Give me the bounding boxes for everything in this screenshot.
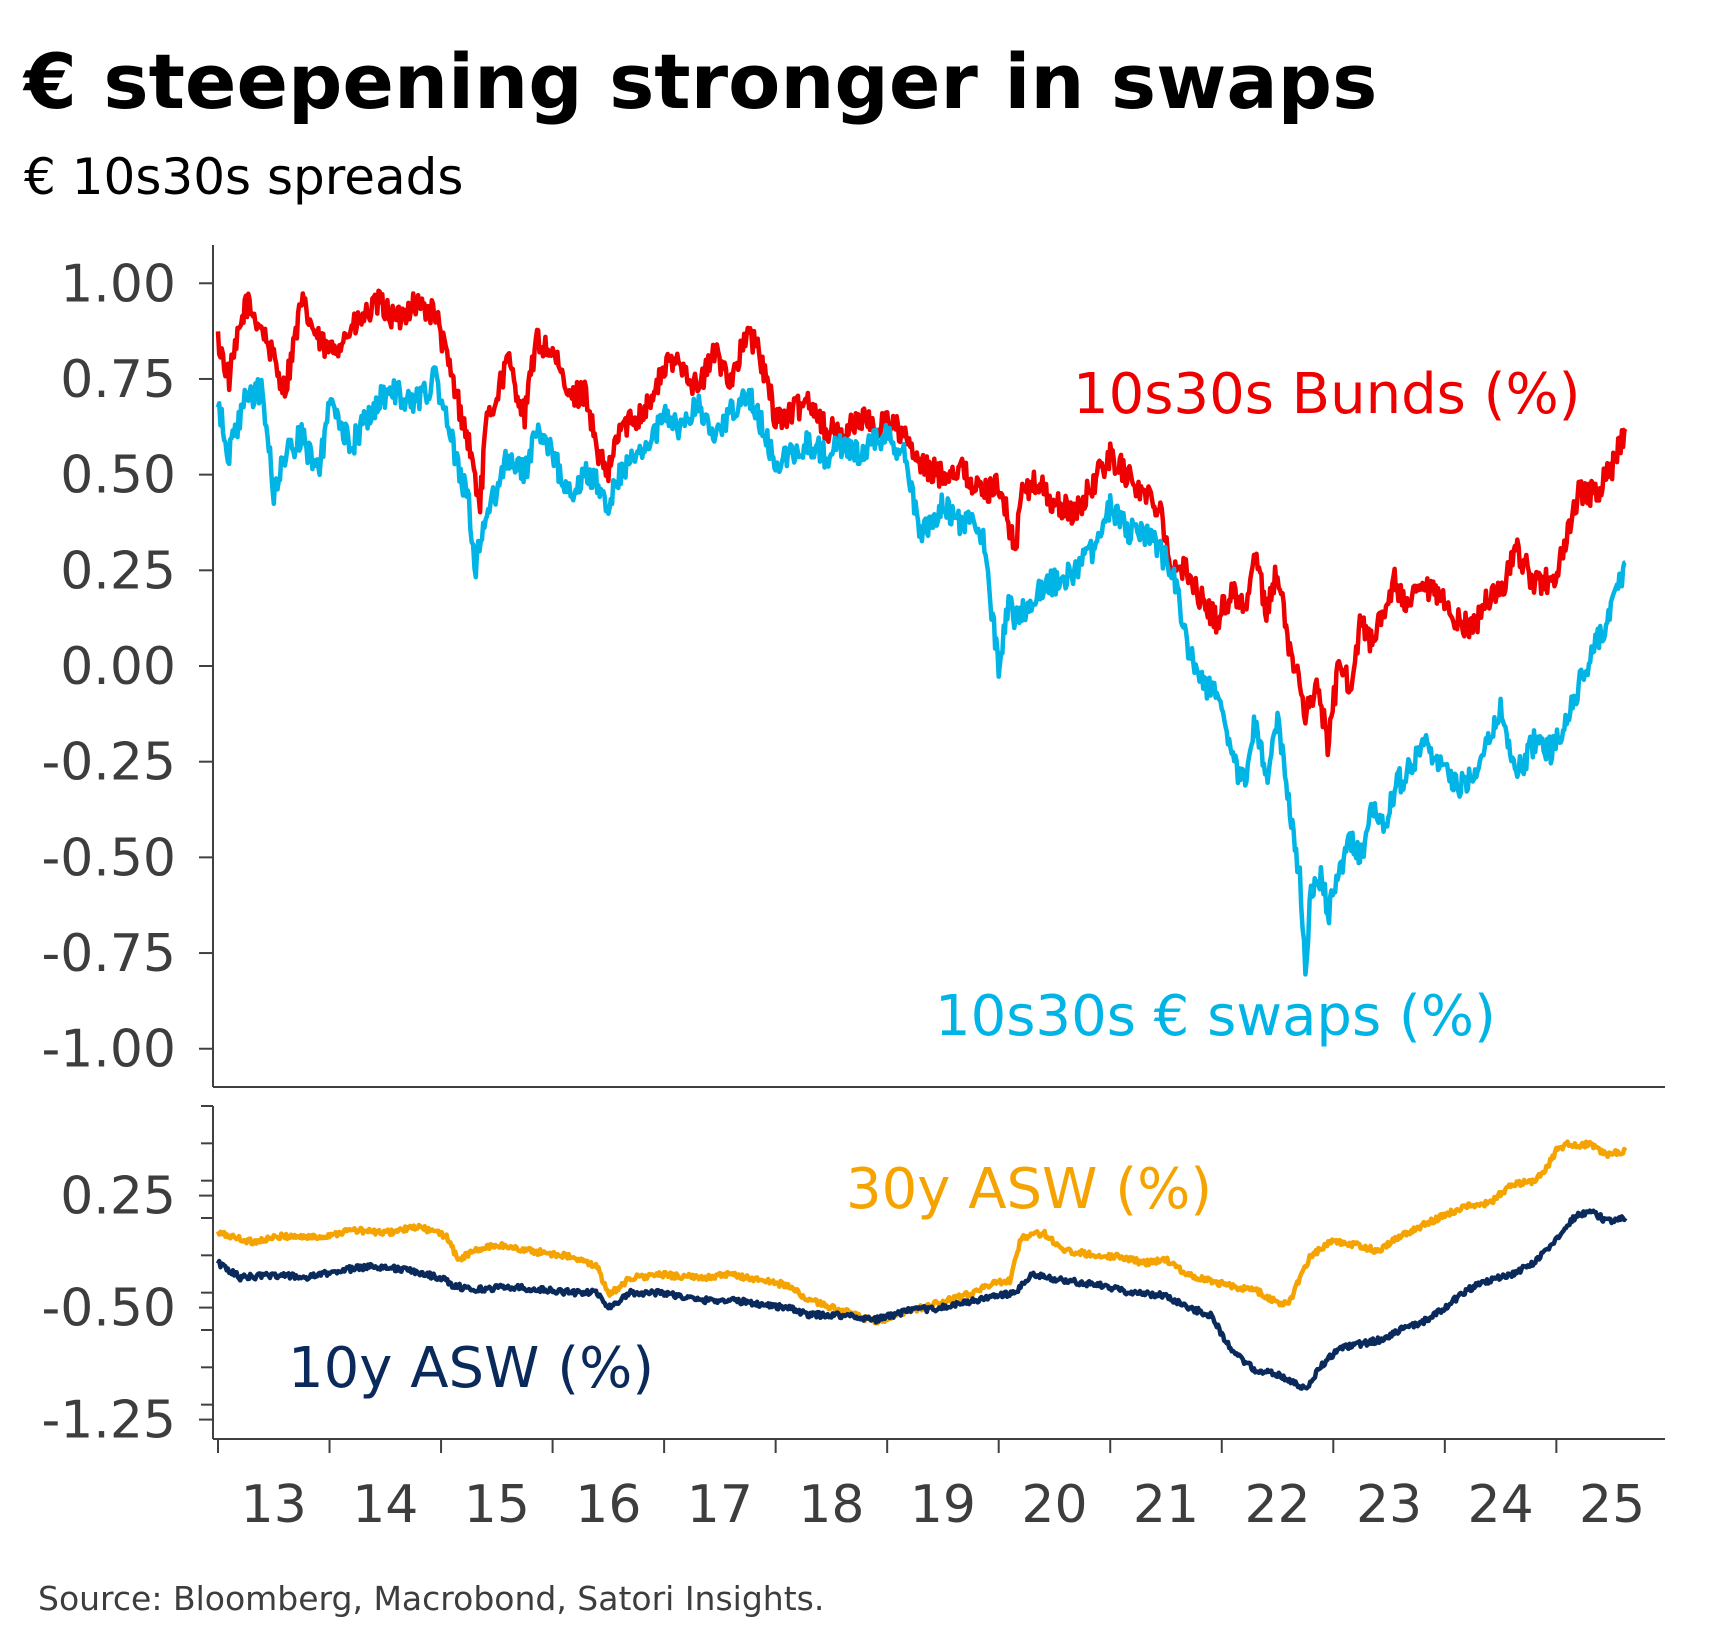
label-swaps: 10s30s € swaps (%) — [935, 984, 1496, 1049]
y-tick-label: 0.25 — [60, 541, 176, 601]
series-line-10y-asw- — [215, 1208, 1628, 1391]
bottom-panel: 0.25 -0.50 -1.25 — [41, 1105, 1665, 1451]
series-line-10s30s-swaps- — [215, 365, 1627, 977]
y-tick-label: -1.25 — [41, 1391, 176, 1451]
x-tick-label: 23 — [1356, 1475, 1422, 1535]
y-tick-label: -0.50 — [41, 828, 176, 888]
chart-subtitle: € 10s30s spreads — [24, 148, 463, 206]
y-tick-label: -0.25 — [41, 733, 176, 793]
x-tick-label: 16 — [575, 1475, 641, 1535]
y-tick-label: 0.75 — [60, 350, 176, 410]
x-tick-label: 21 — [1133, 1475, 1199, 1535]
x-tick-label: 22 — [1244, 1475, 1310, 1535]
source-note: Source: Bloomberg, Macrobond, Satori Ins… — [38, 1579, 824, 1618]
chart-title: € steepening stronger in swaps — [22, 37, 1377, 126]
label-30y-asw: 30y ASW (%) — [846, 1157, 1212, 1222]
x-tick-label: 14 — [352, 1475, 418, 1535]
y-tick-label: -1.00 — [41, 1020, 176, 1080]
x-tick-label: 13 — [241, 1475, 307, 1535]
x-tick-label: 20 — [1021, 1475, 1087, 1535]
y-tick-label: -0.75 — [41, 924, 176, 984]
y-tick-label: 1.00 — [60, 254, 176, 314]
x-tick-label: 24 — [1468, 1475, 1534, 1535]
y-tick-label: 0.25 — [60, 1167, 176, 1227]
y-tick-label: -0.50 — [41, 1279, 176, 1339]
x-tick-label: 18 — [798, 1475, 864, 1535]
series-line-30y-asw- — [215, 1139, 1628, 1326]
x-tick-label: 17 — [687, 1475, 753, 1535]
top-panel: 1.00 0.75 0.50 0.25 0.00 -0.25 -0.50 -0.75 -1.00 — [41, 245, 1665, 1088]
x-tick-label: 25 — [1579, 1475, 1645, 1535]
y-tick-label: 0.50 — [60, 446, 176, 506]
x-tick-label: 19 — [910, 1475, 976, 1535]
y-tick-label: 0.00 — [60, 637, 176, 697]
label-bunds: 10s30s Bunds (%) — [1073, 362, 1581, 427]
x-tick-label: 15 — [464, 1475, 530, 1535]
x-axis-ticks: 13 14 15 16 17 18 19 20 21 22 23 24 25 — [217, 1439, 1645, 1535]
label-10y-asw: 10y ASW (%) — [288, 1336, 654, 1401]
series-line-10s30s-bunds- — [215, 288, 1628, 758]
